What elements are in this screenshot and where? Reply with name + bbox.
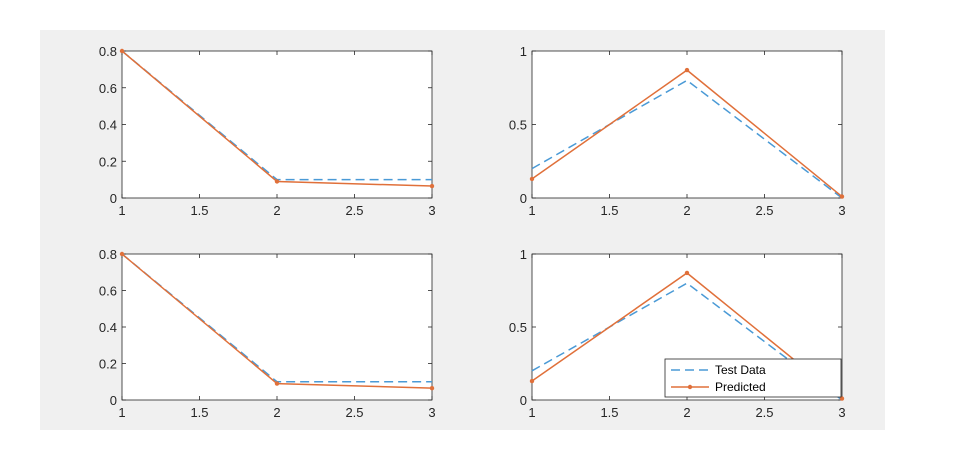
x-tick-label: 3 <box>838 203 845 218</box>
test-data-line <box>531 79 843 199</box>
y-tick-label: 0.6 <box>99 81 117 96</box>
x-tick-label: 1 <box>528 405 535 420</box>
y-tick-label: 0.2 <box>99 357 117 372</box>
x-tick-label: 1 <box>118 203 125 218</box>
x-tick-label: 1.5 <box>190 203 208 218</box>
y-tick-label: 0.8 <box>99 44 117 59</box>
x-tick-label: 1 <box>118 405 125 420</box>
x-tick-label: 2 <box>683 203 690 218</box>
y-tick-label: 0 <box>520 393 527 408</box>
x-tick-label: 1.5 <box>600 405 618 420</box>
axes-box <box>531 50 843 199</box>
predicted-point <box>274 381 280 386</box>
predicted-point <box>684 270 690 276</box>
x-tick-label: 2.5 <box>755 203 773 218</box>
predicted-point <box>119 251 125 257</box>
x-tick-label: 2 <box>683 405 690 420</box>
predicted-point <box>684 67 690 73</box>
y-tick-label: 0.4 <box>99 320 117 335</box>
x-tick-label: 3 <box>428 203 435 218</box>
y-tick-label: 0 <box>520 191 527 206</box>
predicted-point <box>839 194 845 199</box>
predicted-point <box>119 48 125 54</box>
legend-predicted-marker <box>687 384 693 390</box>
x-tick-label: 1.5 <box>600 203 618 218</box>
x-tick-label: 1 <box>528 203 535 218</box>
predicted-point <box>429 385 435 391</box>
axes-box <box>121 50 433 199</box>
legend-label: Test Data <box>715 363 766 377</box>
x-tick-label: 2.5 <box>345 405 363 420</box>
subplot-4: 1 1.5 2 2.5 3 0 0.5 1 Test Data Predicted <box>509 247 846 420</box>
y-tick-label: 0.5 <box>509 320 527 335</box>
subplot-1: 1 1.5 2 2.5 3 0 0.2 0.4 0.6 0.8 <box>99 44 436 218</box>
predicted-point <box>429 183 435 189</box>
y-tick-label: 0.2 <box>99 154 117 169</box>
y-tick-label: 0 <box>110 393 117 408</box>
x-tick-label: 2.5 <box>345 203 363 218</box>
x-tick-label: 2.5 <box>755 405 773 420</box>
x-tick-label: 1.5 <box>190 405 208 420</box>
legend: Test Data Predicted <box>664 358 842 398</box>
legend-box <box>664 358 842 398</box>
y-tick-label: 1 <box>520 247 527 262</box>
axes-box <box>121 253 433 401</box>
x-tick-label: 3 <box>838 405 845 420</box>
subplot-3: 1 1.5 2 2.5 3 0 0.2 0.4 0.6 0.8 <box>99 247 436 420</box>
predicted-point <box>839 396 845 401</box>
y-tick-label: 0.4 <box>99 118 117 133</box>
predicted-point <box>274 179 280 184</box>
predicted-point <box>529 176 535 182</box>
y-tick-label: 0.6 <box>99 284 117 299</box>
test-data-line <box>531 282 843 401</box>
x-tick-label: 3 <box>428 405 435 420</box>
predicted-point <box>529 378 535 384</box>
y-tick-label: 0.5 <box>509 118 527 133</box>
x-tick-label: 2 <box>273 203 280 218</box>
x-tick-label: 2 <box>273 405 280 420</box>
y-tick-label: 0.8 <box>99 247 117 262</box>
subplot-2: 1 1.5 2 2.5 3 0 0.5 1 <box>509 44 846 218</box>
y-tick-label: 0 <box>110 191 117 206</box>
y-tick-label: 1 <box>520 44 527 59</box>
legend-label: Predicted <box>715 380 766 394</box>
